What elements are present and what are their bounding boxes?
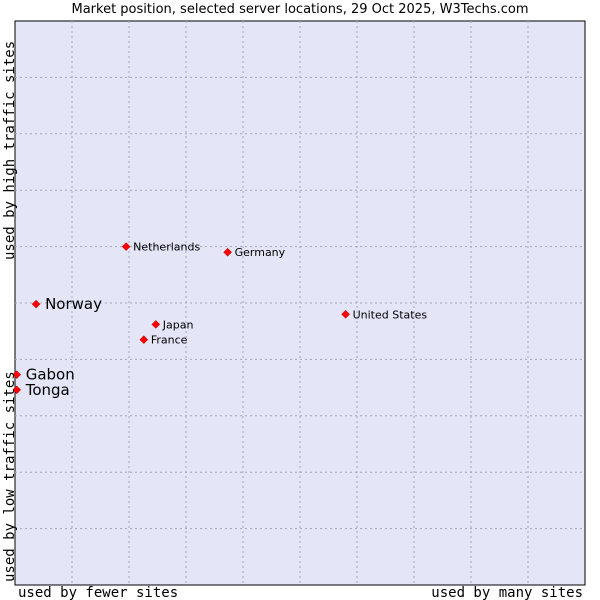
point-marker-france[interactable] bbox=[139, 335, 149, 345]
point-marker-gabon[interactable] bbox=[12, 370, 22, 379]
point-label-netherlands: Netherlands bbox=[133, 241, 200, 254]
point-marker-united-states[interactable] bbox=[341, 309, 350, 319]
point-label-norway: Norway bbox=[45, 295, 102, 313]
point-label-gabon: Gabon bbox=[26, 366, 75, 384]
point-marker-norway[interactable] bbox=[31, 299, 41, 309]
y-axis-label-top: used by high traffic sites bbox=[2, 41, 18, 260]
point-label-united-states: United States bbox=[353, 308, 428, 321]
point-marker-tonga[interactable] bbox=[12, 385, 22, 395]
point-label-japan: Japan bbox=[162, 318, 194, 331]
grid-lines bbox=[15, 21, 585, 585]
point-marker-japan[interactable] bbox=[151, 320, 161, 329]
point-marker-germany[interactable] bbox=[223, 247, 232, 257]
point-marker-netherlands[interactable] bbox=[121, 242, 131, 251]
point-label-germany: Germany bbox=[235, 246, 286, 259]
data-points: Netherlands Germany Norway United States Jap… bbox=[12, 241, 428, 399]
chart-title: Market position, selected server locatio… bbox=[71, 2, 529, 17]
y-axis-label-bottom: used by low traffic sites bbox=[2, 371, 18, 582]
point-label-france: France bbox=[151, 334, 188, 347]
x-axis-label-right: used by many sites bbox=[431, 585, 583, 600]
point-label-tonga: Tonga bbox=[25, 381, 70, 399]
x-axis-label-left: used by fewer sites bbox=[18, 585, 178, 600]
